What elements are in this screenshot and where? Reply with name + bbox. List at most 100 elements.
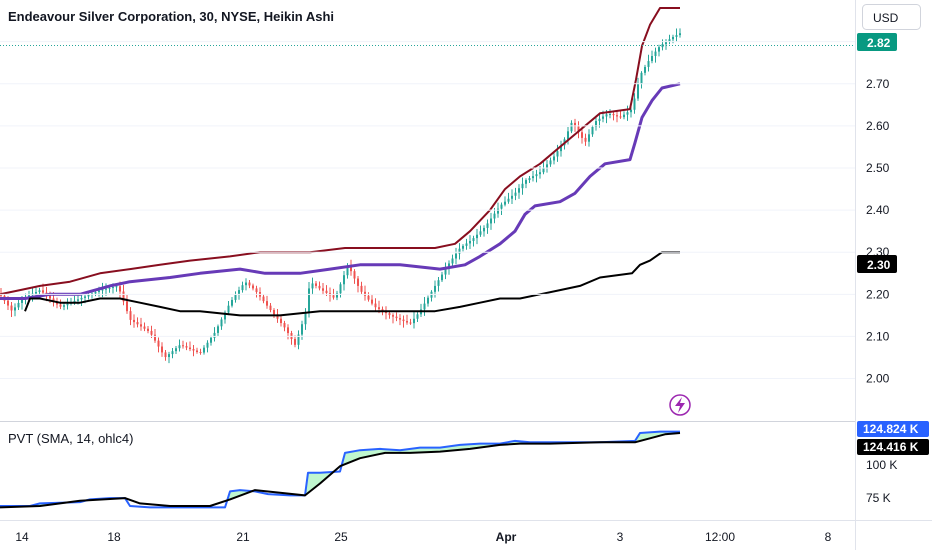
candle-body — [175, 348, 177, 352]
candle-body — [161, 346, 163, 353]
candle-body — [423, 303, 426, 310]
candle-body — [535, 174, 538, 177]
price-tick-label: 2.70 — [866, 77, 890, 91]
candle-body — [507, 198, 510, 202]
candle-body — [52, 298, 55, 302]
candle-body — [276, 314, 279, 319]
basis-line — [24, 251, 680, 317]
candle-body — [455, 253, 457, 259]
candle-body — [224, 312, 226, 320]
candle-body — [28, 295, 30, 297]
candle-body — [469, 240, 471, 244]
candle-body — [189, 347, 191, 350]
candle-body — [245, 282, 247, 286]
pvt-indicator — [0, 430, 681, 509]
candle-body — [665, 41, 667, 45]
candle-body — [532, 176, 534, 179]
pvt-legend: PVT (SMA, 14, ohlc4) — [8, 431, 133, 446]
candle-body — [444, 268, 447, 275]
candle-body — [283, 323, 286, 328]
candle-body — [518, 188, 520, 193]
candle-body — [553, 156, 555, 161]
candle-body — [73, 300, 76, 303]
candle-body — [402, 319, 405, 322]
candle-body — [115, 286, 118, 288]
candle-body — [413, 318, 415, 324]
basis-value-badge: 2.30 — [857, 255, 897, 273]
candle-body — [574, 122, 576, 127]
candle-body — [150, 330, 153, 335]
candle-body — [504, 201, 506, 205]
candle-body — [595, 121, 597, 127]
time-tick-label: Apr — [496, 530, 517, 544]
candle-body — [178, 345, 181, 349]
candle-body — [679, 33, 681, 36]
candle-body — [322, 288, 324, 291]
candle-body — [577, 126, 580, 133]
candle-body — [462, 245, 464, 249]
candle-body — [458, 248, 461, 254]
candle-body — [231, 299, 233, 306]
candle-body — [287, 327, 289, 334]
candle-body — [182, 345, 184, 347]
candle-body — [252, 285, 254, 289]
candle-body — [168, 354, 170, 358]
candle-body — [661, 44, 664, 48]
candle-body — [479, 231, 482, 235]
candle-body — [7, 300, 9, 306]
candle-body — [154, 334, 156, 341]
candle-body — [87, 294, 90, 297]
candle-body — [315, 283, 317, 286]
candle-body — [490, 218, 492, 224]
candle-body — [539, 172, 541, 175]
candle-body — [112, 287, 114, 289]
candle-body — [84, 296, 86, 298]
candle-body — [59, 304, 62, 307]
candle-body — [367, 295, 370, 300]
time-tick-label: 3 — [617, 530, 624, 544]
candle-body — [192, 349, 195, 351]
price-tick-label: 2.50 — [866, 161, 890, 175]
candle-body — [94, 292, 97, 294]
candle-body — [651, 56, 653, 62]
candle-body — [668, 39, 671, 42]
candle-body — [196, 350, 198, 352]
candle-body — [633, 98, 636, 110]
candle-body — [199, 352, 202, 353]
candle-body — [388, 313, 391, 316]
candle-body — [14, 307, 16, 311]
candle-body — [465, 243, 468, 246]
price-tick-label: 2.40 — [866, 203, 890, 217]
lower-band-line — [0, 82, 681, 300]
candle-body — [612, 113, 615, 116]
currency-label: USD — [873, 11, 899, 25]
candle-body — [598, 118, 601, 122]
candle-body — [542, 168, 545, 173]
candle-body — [266, 301, 268, 306]
lightning-icon[interactable] — [669, 394, 691, 416]
candle-body — [98, 290, 100, 292]
svg-text:2.82: 2.82 — [867, 36, 891, 50]
candle-body — [357, 278, 359, 286]
currency-button[interactable]: USD — [862, 4, 921, 30]
candle-body — [626, 112, 629, 115]
candle-body — [297, 334, 300, 345]
axes: 2.002.102.202.302.402.502.602.702.8075 K… — [0, 35, 897, 544]
candle-body — [217, 326, 219, 333]
candle-body — [570, 122, 573, 132]
candle-body — [399, 318, 401, 320]
candle-body — [10, 305, 13, 311]
candle-body — [581, 132, 583, 138]
candle-body — [269, 305, 272, 311]
candle-body — [21, 298, 23, 303]
candle-body — [77, 299, 79, 301]
candle-body — [262, 296, 265, 302]
price-tick-label: 2.60 — [866, 119, 890, 133]
candle-body — [311, 283, 314, 289]
candle-body — [241, 285, 244, 291]
candle-body — [332, 295, 335, 298]
candle-body — [164, 352, 167, 358]
pvt-sma-line — [0, 432, 681, 509]
candle-body — [476, 234, 478, 239]
